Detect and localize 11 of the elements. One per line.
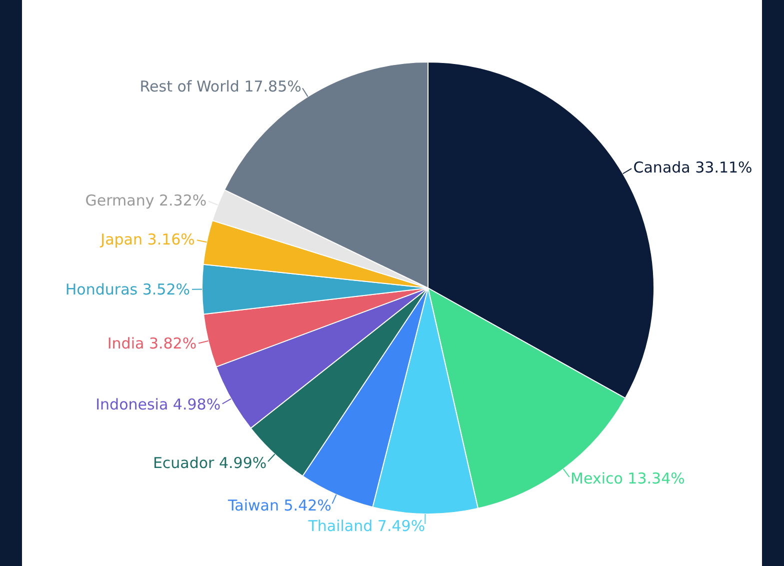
slice-label: Ecuador 4.99% <box>152 454 267 472</box>
slice-label: Taiwan 5.42% <box>226 496 332 515</box>
slice-label: Rest of World 17.85% <box>140 77 302 96</box>
slice-label: Germany 2.32% <box>85 192 207 210</box>
slice-label: Honduras 3.52% <box>65 280 190 298</box>
slice-label: India 3.82% <box>107 334 197 353</box>
slice-label: Japan 3.16% <box>100 230 195 249</box>
slice-label: Indonesia 4.98% <box>96 396 221 414</box>
slice-label: Canada 33.11% <box>633 158 752 177</box>
slice-label: Thailand 7.49% <box>307 516 426 535</box>
slice-label: Mexico 13.34% <box>570 470 685 488</box>
